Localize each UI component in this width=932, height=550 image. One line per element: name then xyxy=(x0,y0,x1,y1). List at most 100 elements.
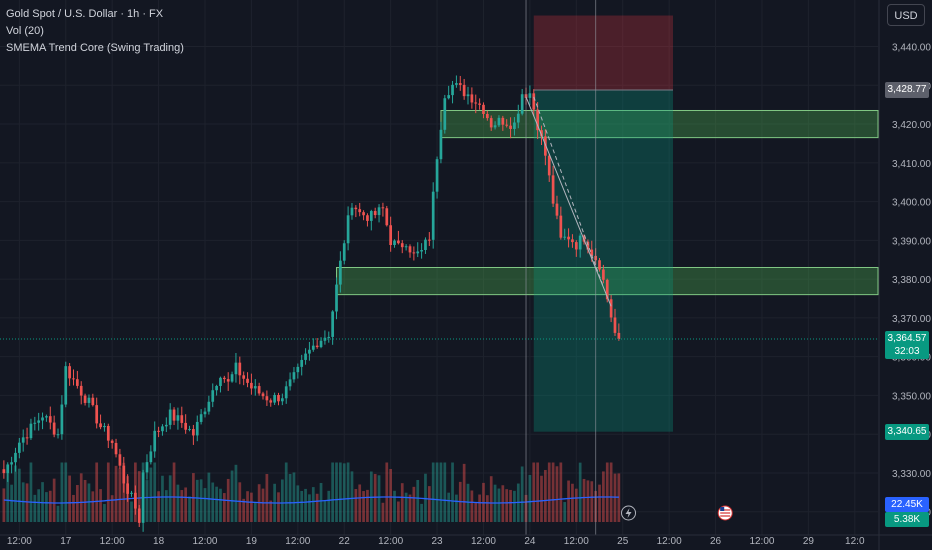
volume-bar xyxy=(323,500,327,522)
candle-body xyxy=(253,386,257,389)
volume-bar xyxy=(447,492,451,522)
candle-body xyxy=(145,462,149,473)
volume-bar xyxy=(327,490,331,522)
volume-bar xyxy=(373,473,377,522)
candle-body xyxy=(41,417,44,421)
candle-body xyxy=(605,279,609,300)
candle-body xyxy=(21,437,25,443)
price-tick-label: 3,370.00 xyxy=(892,314,931,325)
candle-body xyxy=(327,336,331,338)
volume-bar xyxy=(14,465,17,522)
volume-bar xyxy=(87,483,91,522)
candle-body xyxy=(482,104,485,114)
candle-body xyxy=(126,483,129,494)
price-tick-label: 3,380.00 xyxy=(892,275,931,286)
candle-body xyxy=(273,395,276,403)
volume-bar xyxy=(157,491,160,522)
long-position-tool[interactable] xyxy=(533,15,674,432)
candle-body xyxy=(56,434,60,436)
candle-body xyxy=(354,207,358,210)
candle-body xyxy=(292,372,296,380)
volume-bar xyxy=(505,489,509,522)
candle-body xyxy=(180,415,184,423)
volume-bar xyxy=(296,485,300,522)
candle-body xyxy=(489,118,493,128)
volume-bar xyxy=(381,502,385,522)
volume-bar xyxy=(455,494,458,522)
candle-body xyxy=(234,362,238,375)
volume-indicator-label[interactable]: Vol (20) xyxy=(6,25,44,37)
candle-body xyxy=(2,469,6,474)
time-tick-label: 19 xyxy=(246,536,258,547)
axis-icons xyxy=(621,505,733,521)
candle-body xyxy=(613,317,617,333)
volume-bar xyxy=(184,487,188,522)
candle-body xyxy=(567,236,570,240)
volume-bar xyxy=(427,486,431,522)
candle-body xyxy=(33,422,37,424)
volume-bar xyxy=(598,484,601,522)
candle-body xyxy=(427,239,431,241)
symbol-title[interactable]: Gold Spot / U.S. Dollar · 1h · FX xyxy=(6,8,164,20)
volume-bar xyxy=(33,494,37,522)
candle-body xyxy=(509,125,512,129)
currency-button[interactable]: USD xyxy=(887,4,925,26)
time-tick-label: 17 xyxy=(60,536,72,547)
volume-bar xyxy=(253,502,257,522)
volume-bar xyxy=(222,493,226,522)
volume-bar xyxy=(462,463,466,522)
candle-body xyxy=(37,420,41,423)
volume-bar xyxy=(99,489,102,522)
volume-bar xyxy=(489,476,493,522)
volume-bar xyxy=(563,502,567,522)
volume-bar xyxy=(339,462,342,522)
volume-bar xyxy=(149,467,153,522)
candle-body xyxy=(184,422,188,430)
volume-bar xyxy=(540,475,543,522)
candle-body xyxy=(335,284,338,312)
candle-body xyxy=(451,84,454,96)
candle-body xyxy=(381,207,385,209)
trend-line xyxy=(525,96,612,307)
candle-body xyxy=(544,136,547,156)
volume-bar xyxy=(536,462,539,522)
candle-body xyxy=(339,260,342,285)
candle-body xyxy=(242,375,246,379)
candle-body xyxy=(110,440,114,443)
candle-body xyxy=(68,366,71,379)
candle-body xyxy=(385,208,389,226)
candle-body xyxy=(447,95,451,99)
candle-body xyxy=(586,241,590,250)
candle-body xyxy=(412,252,416,254)
volume-ma-label: 22.45K xyxy=(885,496,929,512)
volume-bar xyxy=(199,479,203,522)
candle-body xyxy=(14,452,17,463)
volume-bar xyxy=(586,480,590,522)
volume-bars xyxy=(2,462,621,522)
candle-body xyxy=(559,215,563,238)
volume-bar xyxy=(393,490,396,522)
volume-bar xyxy=(56,505,60,522)
volume-bar xyxy=(605,462,609,522)
volume-bar xyxy=(17,468,21,522)
candle-body xyxy=(211,390,215,402)
volume-bar xyxy=(613,473,617,522)
candle-body xyxy=(319,340,323,348)
candle-body xyxy=(373,211,377,216)
bar-countdown: 32:03 xyxy=(894,345,920,357)
candle-body xyxy=(118,454,122,466)
volume-bar xyxy=(72,494,75,522)
candle-body xyxy=(547,155,551,176)
candle-body xyxy=(168,409,172,425)
candle-body xyxy=(520,94,524,114)
volume-bar xyxy=(114,465,118,522)
volume-bar xyxy=(520,466,524,522)
smema-indicator-label[interactable]: SMEMA Trend Core (Swing Trading) xyxy=(6,42,184,54)
candle-body xyxy=(590,249,594,256)
time-tick-label: 22 xyxy=(339,536,351,547)
time-axis[interactable]: 12:00 17 12:00 18 12:00 19 12:00 22 12:00 23 12:00… xyxy=(0,534,932,547)
price-tick-label: 3,410.00 xyxy=(892,159,931,170)
current-price-label: 3,364.57 32:03 xyxy=(885,330,929,359)
